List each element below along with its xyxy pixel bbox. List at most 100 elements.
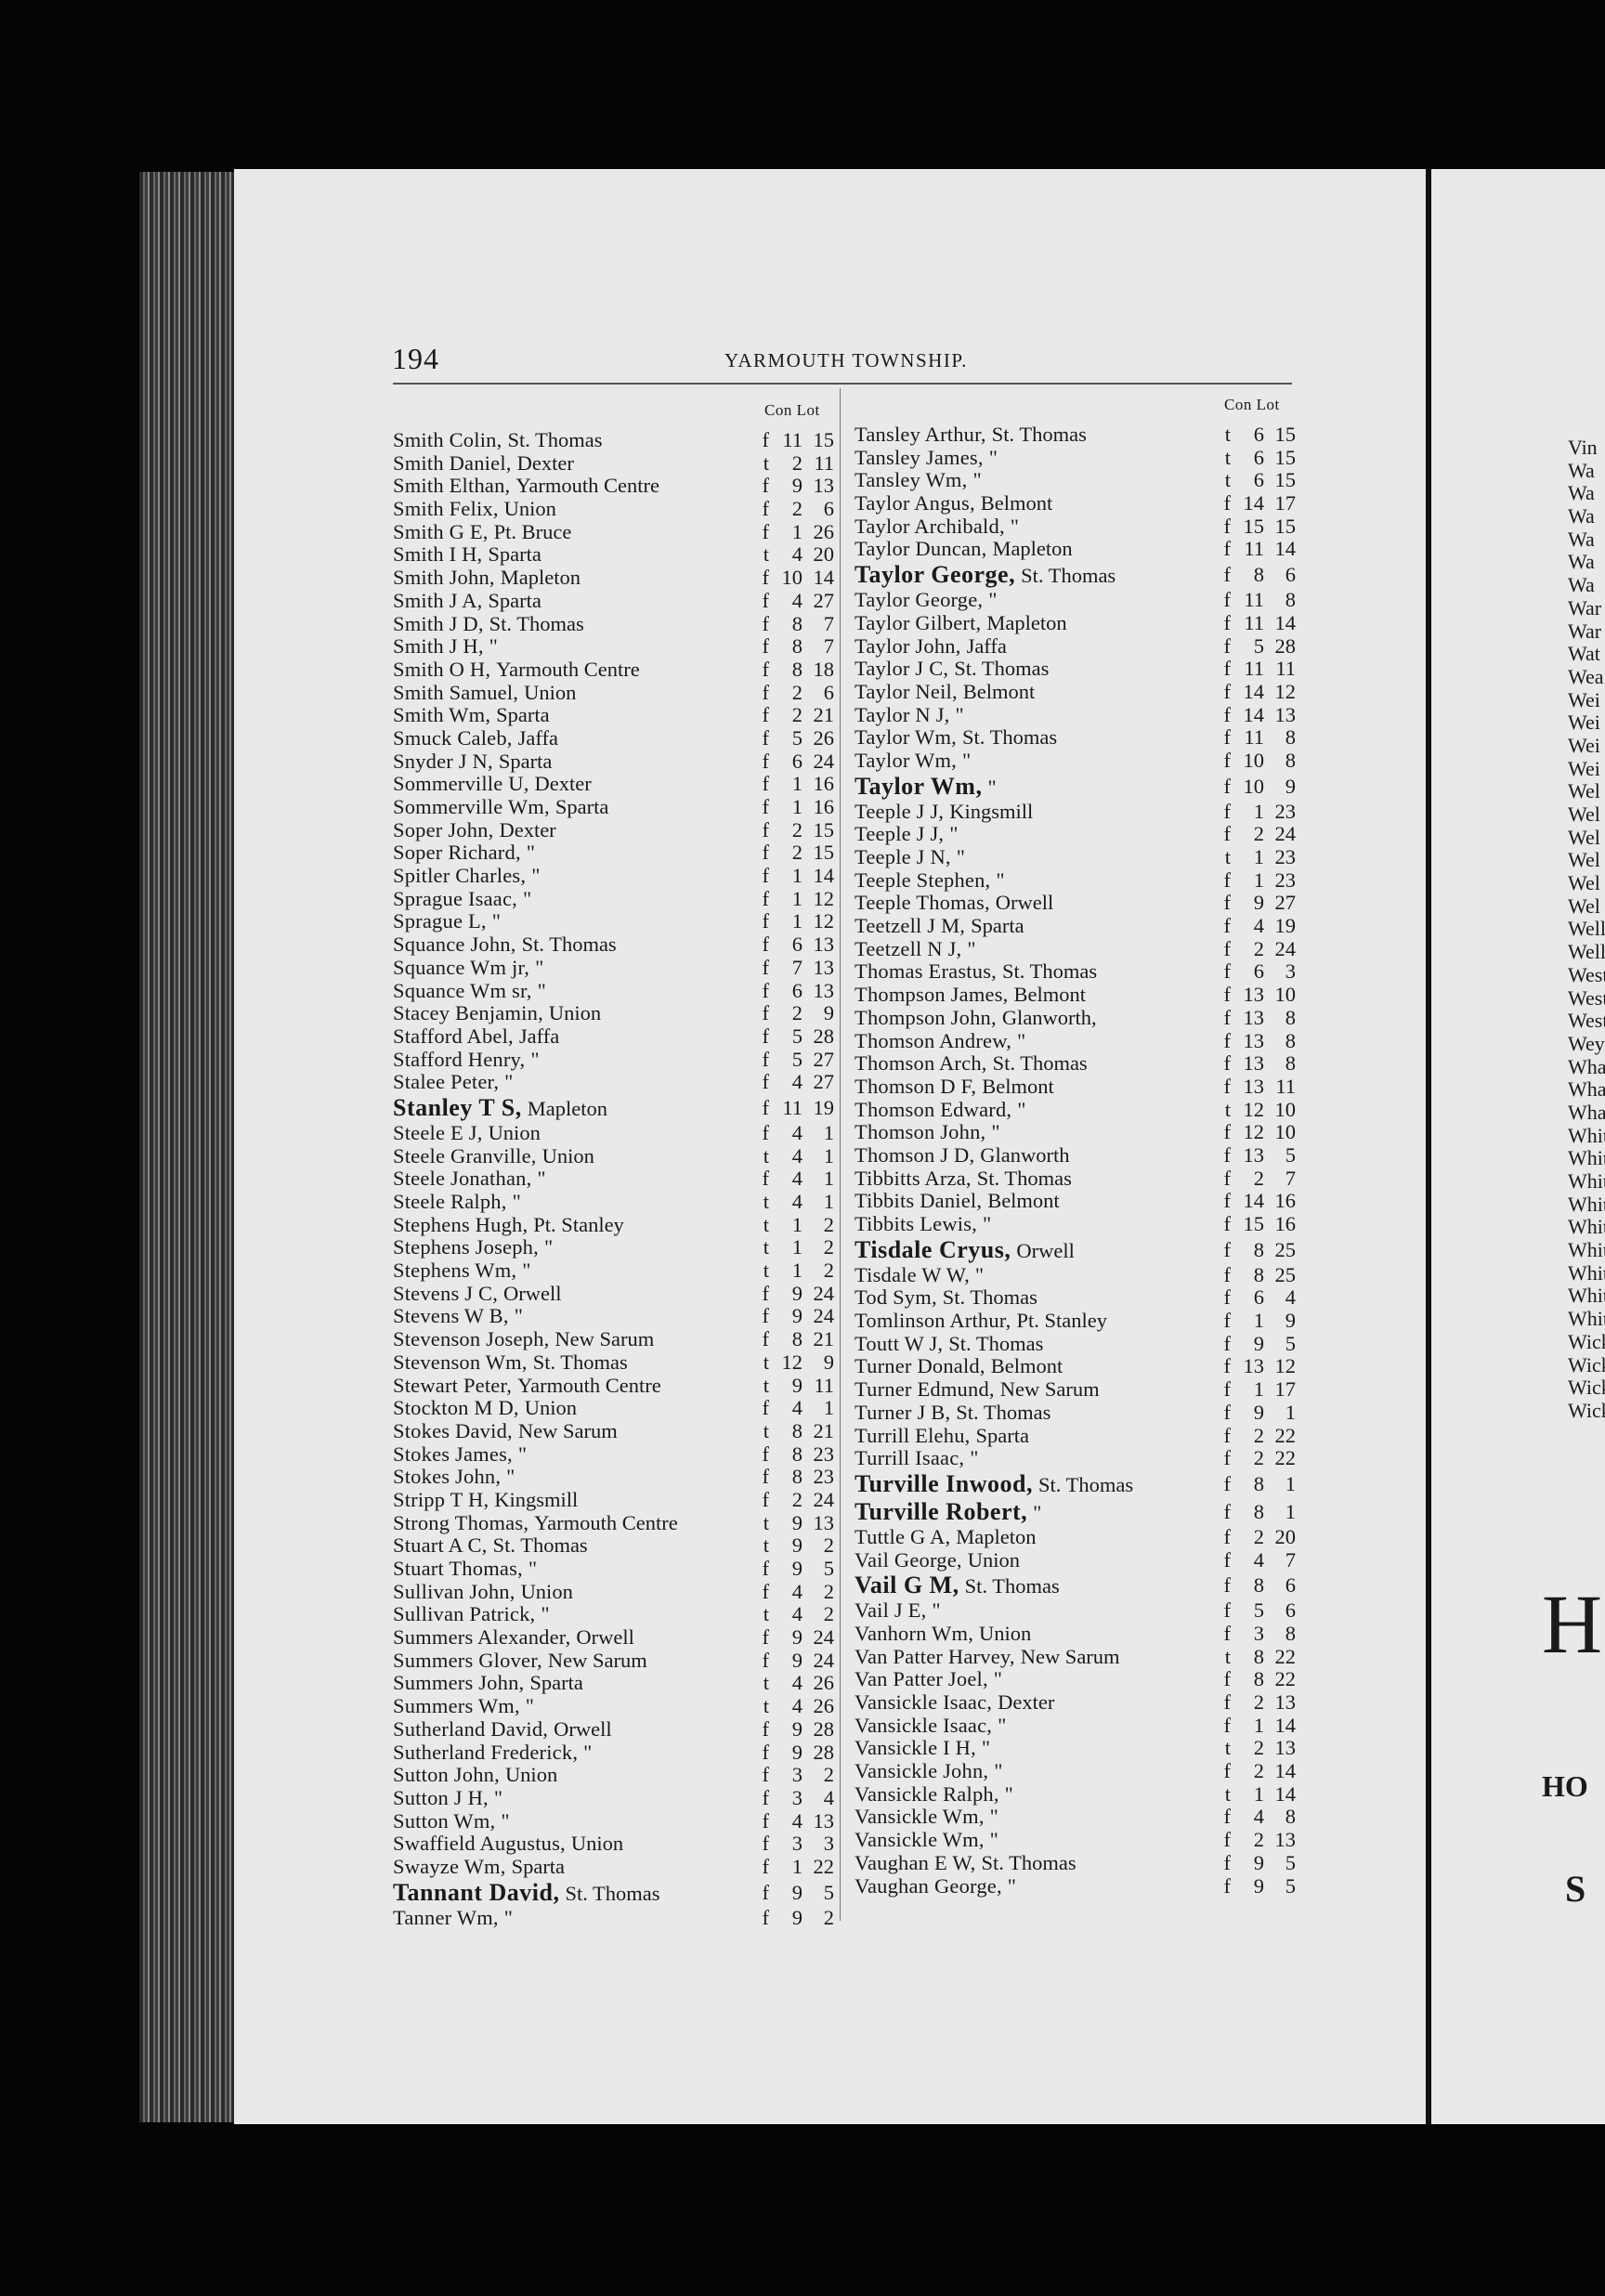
adjacent-page-fragment: Wel xyxy=(1568,848,1600,872)
directory-entry: Sutherland David, Orwell f 9 28 xyxy=(393,1717,834,1742)
entry-concession: 8 xyxy=(1253,1237,1264,1261)
entry-place: Dexter xyxy=(534,772,592,796)
entry-name: Stewart Peter, xyxy=(393,1373,513,1397)
adjacent-page-fragment: Whit xyxy=(1568,1192,1605,1216)
directory-entry: Tibbits Daniel, Belmont f 14 16 xyxy=(855,1189,1296,1213)
column-rule xyxy=(840,388,841,1921)
entry-name: Squance Wm sr, xyxy=(393,978,532,1002)
entry-name: Sommerville U, xyxy=(393,772,529,796)
entry-concession: 4 xyxy=(1253,1547,1264,1572)
entry-place: Union xyxy=(504,1763,558,1787)
entry-name: Tansley Arthur, xyxy=(855,423,986,446)
directory-entry: Smith Colin, St. Thomas f 11 15 xyxy=(393,428,834,452)
entry-tenure: f xyxy=(762,909,770,933)
entry-name: Taylor Gilbert, xyxy=(855,610,982,634)
entry-tenure: f xyxy=(1223,1850,1232,1874)
entry-concession: 6 xyxy=(791,978,802,1002)
adjacent-page-fragment: Wei xyxy=(1568,711,1600,735)
entry-name: Vansickle I H, xyxy=(855,1736,976,1760)
entry-concession: 2 xyxy=(1253,1166,1264,1190)
entry-name: Tod Sym, xyxy=(855,1285,937,1310)
entry-lot: 11 xyxy=(814,1373,834,1397)
entry-concession: 9 xyxy=(1253,1331,1264,1355)
entry-lot: 9 xyxy=(823,1001,834,1025)
entry-lot: 11 xyxy=(1275,1074,1296,1098)
entry-tenure: t xyxy=(763,1235,769,1259)
adjacent-page-fragment: Wha xyxy=(1568,1054,1605,1078)
adjacent-page-fragment: Well xyxy=(1568,917,1605,941)
entry-tenure: f xyxy=(762,657,770,681)
adjacent-page-large-letter: H xyxy=(1542,1579,1602,1671)
entry-concession: 14 xyxy=(1243,702,1265,726)
entry-name: Stephens Joseph, xyxy=(393,1235,539,1259)
entry-lot: 28 xyxy=(1274,633,1297,658)
entry-name: Strong Thomas, xyxy=(393,1510,529,1534)
entry-place: " xyxy=(1010,514,1019,538)
entry-tenure: f xyxy=(1223,1028,1232,1052)
entry-name: Smith J D, xyxy=(393,611,484,635)
entry-lot: 27 xyxy=(1274,891,1297,915)
entry-name: Steele Jonathan, xyxy=(393,1167,532,1191)
entry-concession: 11 xyxy=(782,1095,802,1119)
entry-concession: 1 xyxy=(791,909,802,933)
entry-concession: 10 xyxy=(1243,774,1265,798)
entry-name: Vansickle Wm, xyxy=(855,1805,985,1829)
entry-concession: 15 xyxy=(1243,514,1265,538)
entry-concession: 7 xyxy=(791,955,802,979)
entry-place: Mapleton xyxy=(986,610,1067,634)
entry-concession: 8 xyxy=(791,634,802,659)
directory-entry: Stokes James, " f 8 23 xyxy=(393,1442,835,1467)
entry-name: Turrill Elehu, xyxy=(855,1423,971,1447)
adjacent-page-fragment: Wea xyxy=(1568,664,1604,688)
entry-lot: 5 xyxy=(1285,1850,1296,1874)
entry-place: Union xyxy=(524,680,577,704)
entry-concession: 6 xyxy=(1253,445,1264,469)
entry-lot: 23 xyxy=(813,1465,835,1489)
entry-place: Sparta xyxy=(496,703,550,727)
entry-name: Stevens J C, xyxy=(393,1281,499,1305)
directory-entry: Tibbitts Arza, St. Thomas f 2 7 xyxy=(855,1166,1296,1191)
entry-lot: 23 xyxy=(813,1442,835,1466)
entry-lot: 2 xyxy=(823,1602,834,1626)
directory-entry: Stewart Peter, Yarmouth Centre t 9 11 xyxy=(393,1373,834,1398)
entry-concession: 8 xyxy=(791,1327,802,1351)
adjacent-page-fragment: Wa xyxy=(1568,504,1595,528)
entry-place: Sparta xyxy=(975,1423,1029,1447)
directory-entry: Taylor N J, " f 14 13 xyxy=(855,702,1296,727)
entry-name: Smith G E, xyxy=(393,519,489,543)
entry-name: Stokes John, xyxy=(393,1465,502,1489)
entry-tenure: f xyxy=(1223,1759,1232,1783)
directory-entry: Vail George, Union f 4 7 xyxy=(855,1547,1296,1572)
directory-entry: Summers John, Sparta t 4 26 xyxy=(393,1672,834,1695)
directory-entry: Vansickle Wm, " f 2 13 xyxy=(855,1828,1296,1852)
entry-concession: 9 xyxy=(791,1740,802,1764)
entry-place: St. Thomas xyxy=(1021,564,1116,588)
entry-concession: 1 xyxy=(1253,868,1264,892)
entry-lot: 5 xyxy=(823,1557,834,1580)
entry-lot: 2 xyxy=(823,1905,834,1929)
entry-concession: 4 xyxy=(791,1143,802,1168)
entry-lot: 1 xyxy=(1285,1471,1296,1495)
entry-place: Pt. Bruce xyxy=(493,519,572,543)
adjacent-page-fragment: Wel xyxy=(1568,894,1600,918)
entry-name: Squance Wm jr, xyxy=(393,955,530,979)
entry-name: Vansickle Wm, xyxy=(855,1828,985,1852)
entry-concession: 1 xyxy=(791,1259,802,1283)
entry-concession: 9 xyxy=(791,1281,802,1305)
entry-name: Sutton John, xyxy=(393,1763,500,1787)
entry-tenure: f xyxy=(762,978,770,1002)
entry-place: St. Thomas xyxy=(532,1350,628,1374)
entry-name: Soper Richard, xyxy=(393,841,521,865)
entry-tenure: f xyxy=(762,1854,770,1878)
directory-entry: Turner Donald, Belmont f 13 12 xyxy=(855,1355,1296,1378)
entry-place: Belmont xyxy=(962,679,1036,703)
directory-entry: Smith Wm, Sparta f 2 21 xyxy=(393,703,834,727)
entry-tenure: f xyxy=(762,1070,770,1094)
entry-lot: 13 xyxy=(813,1808,835,1833)
entry-concession: 9 xyxy=(791,1625,802,1650)
entry-name: Taylor Archibald, xyxy=(855,514,1005,538)
entry-concession: 14 xyxy=(1243,491,1265,515)
entry-tenure: f xyxy=(762,497,770,521)
entry-lot: 20 xyxy=(1274,1524,1297,1548)
adjacent-page-fragment: Whit xyxy=(1568,1123,1605,1147)
